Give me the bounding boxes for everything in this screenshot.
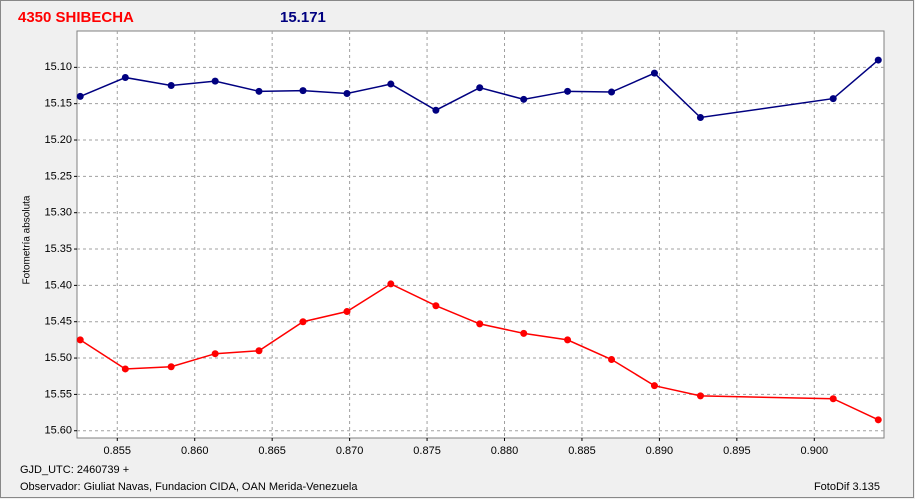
data-point [387, 80, 395, 88]
x-tick-label: 0.895 [723, 445, 751, 457]
y-tick-label: 15.10 [44, 61, 72, 73]
y-tick-label: 15.40 [44, 279, 72, 291]
data-point [343, 90, 351, 98]
data-point [76, 336, 84, 344]
data-point [608, 356, 616, 364]
data-point [829, 395, 837, 403]
x-tick-label: 0.890 [646, 445, 674, 457]
data-point [476, 84, 484, 92]
data-point [299, 318, 307, 326]
data-point [564, 336, 572, 344]
data-point [650, 382, 658, 390]
data-point [696, 392, 704, 400]
data-point [387, 280, 395, 288]
chart-title: 4350 SHIBECHA [18, 9, 134, 26]
data-point [255, 347, 263, 355]
y-tick-label: 15.50 [44, 352, 72, 364]
data-point [476, 320, 484, 328]
x-tick-label: 0.885 [568, 445, 596, 457]
x-tick-label: 0.875 [413, 445, 441, 457]
data-point [255, 87, 263, 95]
y-tick-label: 15.30 [44, 207, 72, 219]
plot-area [76, 30, 885, 439]
data-point [432, 302, 440, 310]
data-point [121, 365, 129, 373]
y-tick-label: 15.15 [44, 98, 72, 110]
data-point [564, 87, 572, 95]
x-tick-label: 0.865 [258, 445, 286, 457]
data-point [650, 69, 658, 77]
data-point [121, 74, 129, 82]
x-tick-label: 0.880 [491, 445, 519, 457]
data-point [829, 95, 837, 103]
x-tick-label: 0.860 [181, 445, 209, 457]
data-point [520, 329, 528, 337]
y-tick-label: 15.25 [44, 170, 72, 182]
data-point [167, 82, 175, 90]
data-point [299, 87, 307, 95]
x-tick-label: 0.855 [104, 445, 132, 457]
y-tick-label: 15.55 [44, 388, 72, 400]
footer-note: FotoDif 3.135 [814, 481, 880, 493]
chart-subtitle: 15.171 [280, 9, 326, 26]
footer-note: GJD_UTC: 2460739 + [20, 464, 129, 476]
y-tick-label: 15.45 [44, 316, 72, 328]
data-point [432, 106, 440, 114]
x-tick-label: 0.870 [336, 445, 364, 457]
y-tick-label: 15.35 [44, 243, 72, 255]
data-point [874, 56, 882, 64]
y-tick-label: 15.60 [44, 425, 72, 437]
data-point [211, 350, 219, 358]
data-point [211, 77, 219, 85]
data-point [520, 95, 528, 103]
data-point [608, 88, 616, 96]
data-point [696, 113, 704, 121]
data-point [167, 363, 175, 371]
y-axis-label: Fotometría absoluta [22, 195, 33, 284]
data-point [874, 416, 882, 424]
y-tick-label: 15.20 [44, 134, 72, 146]
data-point [76, 92, 84, 100]
data-point [343, 308, 351, 316]
footer-note: Observador: Giuliat Navas, Fundacion CID… [20, 481, 358, 493]
x-tick-label: 0.900 [801, 445, 829, 457]
